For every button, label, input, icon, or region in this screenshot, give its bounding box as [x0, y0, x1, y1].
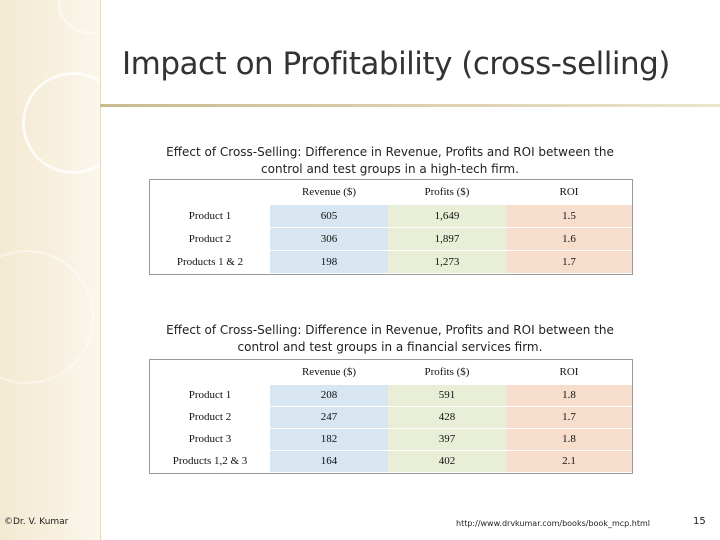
revenue-cell: 306	[270, 227, 388, 251]
row-label: Product 1	[150, 204, 270, 228]
decorative-ring	[0, 250, 94, 384]
source-url: http://www.drvkumar.com/books/book_mcp.h…	[456, 519, 650, 528]
revenue-cell: 605	[270, 204, 388, 228]
decorative-sidebar	[0, 0, 101, 540]
author-credit: ©Dr. V. Kumar	[4, 517, 69, 527]
table-row: Product 1 208 591 1.8	[150, 384, 632, 407]
financial-services-table: Revenue ($) Profits ($) ROI Product 1 20…	[149, 359, 633, 474]
table1-caption: Effect of Cross-Selling: Difference in R…	[166, 145, 614, 176]
table-row: Product 3 182 397 1.8	[150, 428, 632, 451]
revenue-cell: 198	[270, 250, 388, 274]
table-row: Product 2 306 1,897 1.6	[150, 227, 632, 251]
roi-cell: 1.7	[506, 406, 632, 429]
title-divider	[100, 104, 720, 107]
row-label: Products 1 & 2	[150, 250, 270, 274]
header-cell-roi: ROI	[506, 360, 632, 385]
roi-cell: 1.7	[506, 250, 632, 274]
table-header-row: Revenue ($) Profits ($) ROI	[150, 180, 632, 205]
profits-cell: 1,649	[388, 204, 506, 228]
decorative-ring	[22, 72, 100, 174]
header-cell-blank	[150, 360, 270, 385]
header-cell-profits: Profits ($)	[388, 360, 506, 385]
row-label: Product 3	[150, 428, 270, 451]
roi-cell: 1.8	[506, 384, 632, 407]
header-cell-roi: ROI	[506, 180, 632, 205]
row-label: Product 2	[150, 227, 270, 251]
roi-cell: 1.5	[506, 204, 632, 228]
row-label: Product 1	[150, 384, 270, 407]
header-cell-revenue: Revenue ($)	[270, 360, 388, 385]
roi-cell: 2.1	[506, 450, 632, 473]
high-tech-table: Revenue ($) Profits ($) ROI Product 1 60…	[149, 179, 633, 275]
revenue-cell: 164	[270, 450, 388, 473]
profits-cell: 428	[388, 406, 506, 429]
revenue-cell: 208	[270, 384, 388, 407]
revenue-cell: 247	[270, 406, 388, 429]
profits-cell: 397	[388, 428, 506, 451]
profits-cell: 1,273	[388, 250, 506, 274]
row-label: Products 1,2 & 3	[150, 450, 270, 473]
profits-cell: 1,897	[388, 227, 506, 251]
profits-cell: 402	[388, 450, 506, 473]
roi-cell: 1.8	[506, 428, 632, 451]
header-cell-blank	[150, 180, 270, 205]
revenue-cell: 182	[270, 428, 388, 451]
page-number: 15	[693, 516, 706, 527]
table-row: Product 1 605 1,649 1.5	[150, 204, 632, 228]
slide-title: Impact on Profitability (cross-selling)	[122, 46, 670, 82]
table-header-row: Revenue ($) Profits ($) ROI	[150, 360, 632, 385]
table2-caption: Effect of Cross-Selling: Difference in R…	[166, 323, 614, 354]
header-cell-revenue: Revenue ($)	[270, 180, 388, 205]
profits-cell: 591	[388, 384, 506, 407]
row-label: Product 2	[150, 406, 270, 429]
decorative-ring	[58, 0, 100, 34]
header-cell-profits: Profits ($)	[388, 180, 506, 205]
table-row: Product 2 247 428 1.7	[150, 406, 632, 429]
table-row: Products 1 & 2 198 1,273 1.7	[150, 250, 632, 274]
roi-cell: 1.6	[506, 227, 632, 251]
table-row: Products 1,2 & 3 164 402 2.1	[150, 450, 632, 473]
